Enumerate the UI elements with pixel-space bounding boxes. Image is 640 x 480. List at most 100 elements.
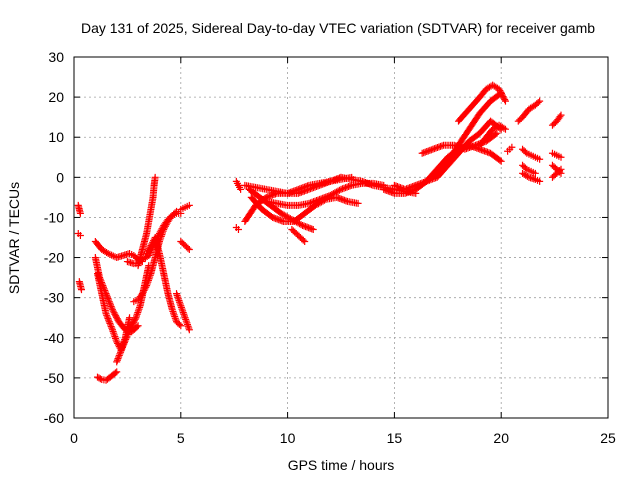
chart-title: Day 131 of 2025, Sidereal Day-to-day VTE…: [81, 20, 595, 36]
data-point: [176, 300, 184, 308]
data-point: [115, 353, 123, 361]
data-point: [134, 309, 142, 317]
x-tick-label: 25: [600, 430, 616, 446]
series-track-31: [504, 143, 516, 155]
data-point: [185, 326, 193, 334]
axes: 0 5 10 15 20 25 -60 -50 -40 -30 -20 -10 0 10 20 30: [44, 49, 616, 446]
data-point: [111, 333, 119, 341]
data-point: [109, 307, 117, 315]
y-tick-label: 10: [48, 129, 64, 145]
y-tick-label: -20: [44, 250, 64, 266]
data-point: [157, 232, 165, 240]
data-point: [501, 97, 509, 105]
data-point: [106, 250, 114, 258]
data-point: [175, 320, 183, 328]
data-point: [108, 306, 116, 314]
data-point: [155, 238, 163, 246]
data-point: [124, 329, 132, 337]
plot-frame: [73, 56, 609, 419]
data-point: [534, 98, 542, 106]
series-track-14: [177, 201, 193, 213]
data-point: [143, 282, 151, 290]
data-point: [110, 309, 118, 317]
data-point: [96, 375, 104, 383]
data-point: [76, 209, 84, 217]
data-point: [133, 312, 141, 320]
data-point: [331, 189, 339, 197]
series-track-1: [74, 201, 84, 217]
data-point: [531, 169, 539, 177]
data-point: [277, 209, 285, 217]
data-point: [114, 355, 122, 363]
data-point: [185, 246, 193, 254]
data-point: [144, 276, 152, 284]
x-axis-label: GPS time / hours: [288, 457, 395, 473]
data-point: [557, 111, 565, 119]
data-point: [123, 332, 131, 340]
data-point: [279, 210, 287, 218]
series-track-36: [548, 111, 565, 129]
data-point: [171, 313, 179, 321]
data-point: [117, 348, 125, 356]
data-point: [107, 302, 115, 310]
data-marks: [74, 81, 565, 384]
data-point: [109, 327, 117, 335]
data-point: [133, 310, 141, 318]
data-point: [536, 155, 544, 163]
data-point: [170, 311, 178, 319]
data-point: [134, 307, 142, 315]
data-point: [280, 211, 288, 219]
data-point: [76, 231, 84, 239]
data-point: [169, 307, 177, 315]
data-point: [107, 301, 115, 309]
data-point: [174, 293, 182, 301]
data-point: [106, 319, 114, 327]
data-point: [492, 130, 500, 138]
series-track-37: [548, 149, 565, 161]
data-point: [557, 153, 565, 161]
y-tick-label: 30: [48, 49, 64, 65]
data-point: [102, 310, 110, 318]
data-point: [132, 314, 140, 322]
data-point: [173, 207, 181, 215]
data-point: [139, 288, 147, 296]
data-point: [184, 321, 192, 329]
data-point: [501, 125, 509, 133]
data-point: [146, 271, 154, 279]
data-point: [234, 225, 242, 233]
data-point: [147, 242, 155, 250]
data-point: [354, 199, 362, 207]
data-point: [158, 229, 166, 237]
series-track-12: [130, 207, 181, 306]
data-point: [536, 97, 544, 105]
series-track-13: [173, 290, 193, 334]
data-point: [326, 191, 334, 199]
series-track-16: [232, 177, 245, 193]
data-point: [168, 306, 176, 314]
data-point: [496, 156, 504, 164]
data-point: [108, 326, 116, 334]
data-point: [297, 221, 305, 229]
data-point: [237, 185, 245, 193]
data-point: [144, 278, 152, 286]
data-point: [110, 331, 118, 339]
series-track-7: [93, 368, 121, 384]
data-point: [110, 329, 118, 337]
data-point: [177, 303, 185, 311]
data-point: [184, 244, 192, 252]
data-point: [185, 201, 193, 209]
data-point: [140, 286, 148, 294]
data-point: [557, 165, 565, 173]
data-point: [177, 302, 185, 310]
data-point: [335, 186, 343, 194]
x-tick-label: 20: [493, 430, 509, 446]
data-point: [523, 172, 531, 180]
data-point: [107, 321, 115, 329]
data-point: [135, 305, 143, 313]
data-point: [157, 234, 165, 242]
data-point: [145, 245, 153, 253]
data-point: [500, 124, 508, 132]
data-point: [309, 225, 317, 233]
data-point: [113, 315, 121, 323]
data-point: [127, 323, 135, 331]
